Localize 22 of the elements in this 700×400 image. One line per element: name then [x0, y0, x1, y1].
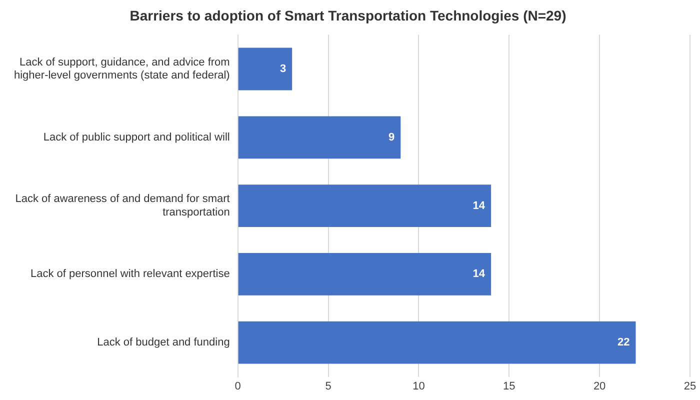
y-tick-label: Lack of budget and funding: [97, 336, 230, 349]
y-tick-label: Lack of personnel with relevant expertise: [30, 268, 230, 280]
data-label: 22: [617, 336, 630, 349]
y-tick-label: Lack of support, guidance, and advice from higher-level governments (state and federal): [14, 56, 230, 82]
x-tick-label: 0: [234, 380, 241, 392]
x-tick-label: 20: [593, 380, 606, 392]
data-label: 14: [472, 200, 486, 212]
x-tick-label: 5: [325, 380, 332, 392]
data-label: 3: [280, 63, 286, 76]
bar: [238, 48, 292, 90]
chart-title: Barriers to adoption of Smart Transportation Technologies (N=29): [130, 7, 566, 24]
bar: [238, 321, 636, 364]
bar: [238, 116, 401, 159]
bar: [238, 252, 492, 296]
y-tick-label: Lack of public support and political will: [43, 131, 230, 144]
y-tick-label: Lack of awareness of and demand for smart transportation: [15, 193, 230, 218]
x-tick-label: 25: [684, 380, 696, 392]
x-tick-label: 10: [412, 380, 425, 392]
x-tick-label: 15: [503, 380, 516, 392]
bar: [238, 184, 492, 228]
data-label: 14: [472, 268, 486, 280]
data-label: 9: [388, 131, 395, 144]
